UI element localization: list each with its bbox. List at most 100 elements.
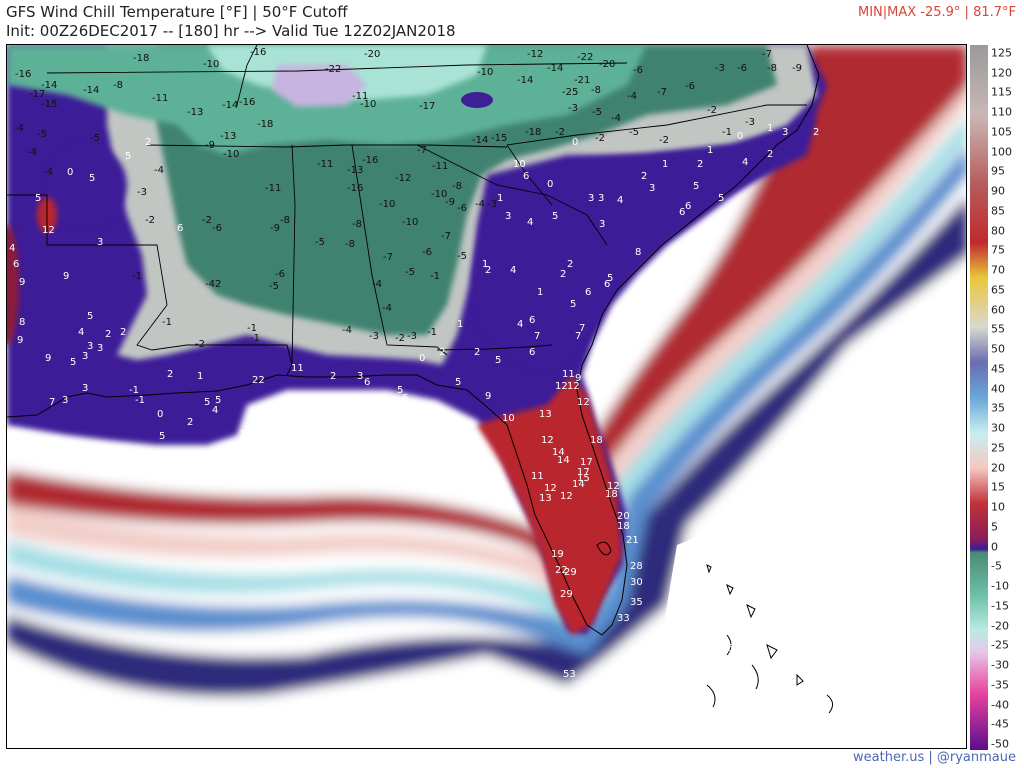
wind-chill-value: -13 (187, 107, 203, 118)
wind-chill-value: 1 (537, 287, 543, 298)
wind-chill-value: 2 (439, 347, 445, 358)
colorbar-label: 50 (991, 342, 1005, 356)
wind-chill-value: 79 (863, 691, 876, 702)
wind-chill-value: 14 (239, 429, 252, 440)
wind-chill-value: -12 (395, 173, 411, 184)
wind-chill-value: 13 (539, 493, 552, 504)
wind-chill-value: -2 (555, 127, 565, 138)
wind-chill-value: 3 (505, 211, 511, 222)
wind-chill-value: 6 (402, 393, 408, 404)
colorbar-label: -15 (991, 599, 1009, 613)
credit-line: weather.us | @ryanmaue (853, 750, 1016, 765)
wind-chill-value: -1 (132, 271, 142, 282)
wind-chill-value: 14 (552, 447, 565, 458)
colorbar-label: 40 (991, 382, 1005, 396)
wind-chill-value: -3 (407, 331, 417, 342)
wind-chill-value-labels: -16-14-17-15-14 -8-18-10-16-22-20-11-13-1… (9, 47, 876, 732)
wind-chill-value: -12 (527, 49, 543, 60)
wind-chill-value: 5 (397, 385, 403, 396)
wind-chill-value: 12 (560, 491, 573, 502)
wind-chill-value: -16 (362, 155, 378, 166)
wind-chill-value: 1 (767, 123, 773, 134)
wind-chill-value: 4 (527, 217, 533, 228)
wind-chill-value: -13 (347, 165, 363, 176)
wind-chill-value: -11 (432, 161, 448, 172)
wind-chill-value: -21 (574, 75, 590, 86)
wind-chill-value: -10 (402, 217, 418, 228)
wind-chill-value: -8 (767, 63, 777, 74)
wind-chill-value: 4 (517, 319, 523, 330)
colorbar-label: -30 (991, 658, 1009, 672)
wind-chill-value: 22 (252, 375, 265, 386)
wind-chill-value: -5 (592, 107, 602, 118)
wind-chill-value: -3 (369, 331, 379, 342)
wind-chill-value: 19 (551, 549, 564, 560)
wind-chill-value: -14 (222, 100, 238, 111)
wind-chill-value: 0 (737, 131, 743, 142)
wind-chill-value: -10 (379, 199, 395, 210)
wind-chill-value: -6 (633, 65, 643, 76)
wind-chill-value: 6 (685, 201, 691, 212)
wind-chill-value: 11 (291, 363, 304, 374)
wind-chill-value: -15 (491, 133, 507, 144)
wind-chill-value: -17 (419, 101, 435, 112)
wind-chill-value: -4 (382, 303, 392, 314)
wind-chill-value: -11 (317, 159, 333, 170)
wind-chill-value: -4 (27, 147, 37, 158)
wind-chill-value: -1 (427, 327, 437, 338)
wind-chill-value: 5 (87, 311, 93, 322)
wind-chill-value: 2 (330, 371, 336, 382)
colorbar-label: 110 (991, 105, 1012, 119)
wind-chill-value: 14 (572, 479, 585, 490)
wind-chill-value: -5 (629, 127, 639, 138)
min-max-readout: MIN|MAX -25.9° | 81.7°F (857, 5, 1016, 20)
wind-chill-value: -2 (707, 105, 717, 116)
wind-chill-value: 12 (555, 381, 568, 392)
wind-chill-value: 5 (552, 211, 558, 222)
wind-chill-value: -8 (280, 215, 290, 226)
wind-chill-value: -22 (325, 64, 341, 75)
wind-chill-value: 2 (145, 137, 151, 148)
wind-chill-value: -42 (205, 279, 221, 290)
colorbar-label: -45 (991, 717, 1009, 731)
wind-chill-value: -5 (90, 133, 100, 144)
wind-chill-value: -1 (162, 317, 172, 328)
wind-chill-value: 1 (707, 145, 713, 156)
wind-chill-value: -2 (202, 215, 212, 226)
wind-chill-value: 3 (599, 219, 605, 230)
wind-chill-value: 2 (474, 347, 480, 358)
wind-chill-value: 22 (555, 565, 568, 576)
wind-chill-value: -10 (431, 189, 447, 200)
wind-chill-value: -2 (395, 333, 405, 344)
wind-chill-value: 1 (197, 371, 203, 382)
map-panel: -16 -14 -17 -15 -14 -8 -18 -10 -16 -22 -20 -11 -13 -1… (6, 44, 967, 749)
wind-chill-value: -6 (685, 81, 695, 92)
wind-chill-value: 2 (167, 369, 173, 380)
wind-chill-value: 12 (541, 435, 554, 446)
colorbar-label: 115 (991, 85, 1012, 99)
wind-chill-value: 12 (544, 483, 557, 494)
wind-chill-value: -8 (352, 219, 362, 230)
wind-chill-value: 4 (617, 195, 623, 206)
wind-chill-value: -11 (352, 91, 368, 102)
colorbar-label: -10 (991, 579, 1009, 593)
wind-chill-value: 3 (588, 193, 594, 204)
wind-chill-value: 4 (78, 327, 84, 338)
wind-chill-value: 17 (580, 457, 593, 468)
wind-chill-value: 9 (17, 335, 23, 346)
colorbar-label: 120 (991, 66, 1012, 80)
wind-chill-value: -9 (445, 197, 455, 208)
map-title: GFS Wind Chill Temperature [°F] | 50°F C… (6, 3, 348, 21)
wind-chill-value: 2 (697, 159, 703, 170)
wind-chill-value: -16 (239, 97, 255, 108)
wind-chill-value: 21 (626, 535, 639, 546)
wind-chill-value: 2 (120, 327, 126, 338)
wind-chill-value: -15 (41, 99, 57, 110)
map-canvas: -16-14-17-15-14 -8-18-10-16-22-20-11-13-1… (7, 45, 966, 748)
colorbar-label: -35 (991, 678, 1009, 692)
wind-chill-value: -8 (345, 239, 355, 250)
wind-chill-value: -5 (315, 237, 325, 248)
wind-chill-value: -6 (457, 203, 467, 214)
wind-chill-value: 9 (575, 373, 581, 384)
wind-chill-value: 7 (49, 397, 55, 408)
